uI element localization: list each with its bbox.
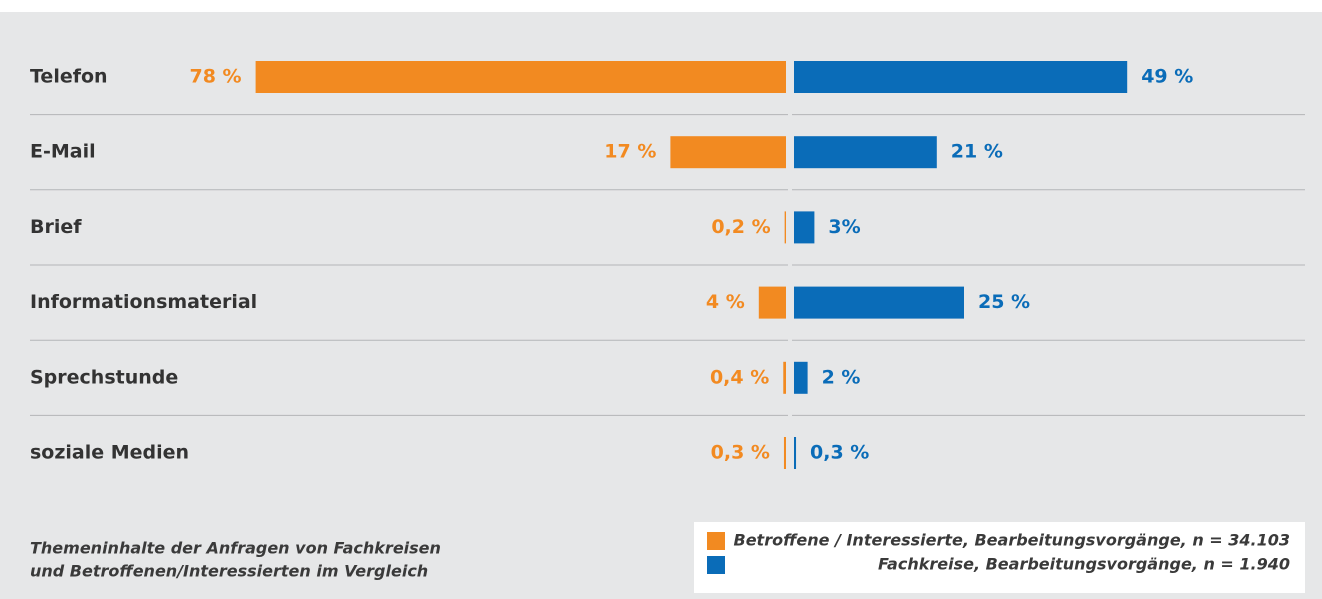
bar [794, 286, 964, 319]
bar [784, 211, 786, 244]
bar [255, 61, 787, 93]
legend-label: Betroffene / Interessierte, Bearbeitungs… [734, 531, 1291, 550]
legend-label: Fachkreise, Bearbeitungsvorgänge, n = 1.… [878, 555, 1290, 574]
caption: und Betroffenen/Interessierten im Vergle… [30, 562, 428, 581]
category-label: Brief [30, 216, 82, 238]
bar [783, 361, 786, 394]
value-label: 17 % [604, 141, 656, 163]
category-label: Telefon [30, 66, 108, 88]
bar [670, 136, 786, 169]
bar [794, 437, 797, 469]
category-label: Informationsmaterial [30, 291, 257, 313]
legend-swatch [707, 556, 725, 574]
bar [794, 361, 808, 394]
bar [783, 437, 786, 469]
bar [794, 211, 815, 244]
legend-swatch [707, 532, 725, 550]
value-label: 0,4 % [710, 366, 769, 388]
value-label: 4 % [706, 291, 745, 313]
value-label: 0,3 % [711, 442, 770, 464]
value-label: 21 % [951, 141, 1003, 163]
background [0, 12, 1322, 599]
legend-box [694, 522, 1305, 593]
value-label: 2 % [822, 366, 861, 388]
bar [794, 61, 1128, 93]
bar [758, 286, 786, 319]
value-label: 0,3 % [810, 442, 869, 464]
category-label: E-Mail [30, 141, 96, 163]
value-label: 0,2 % [711, 216, 770, 238]
value-label: 78 % [190, 66, 242, 88]
value-label: 25 % [978, 291, 1030, 313]
bar [794, 136, 937, 169]
value-label: 3% [828, 216, 860, 238]
value-label: 49 % [1141, 66, 1193, 88]
category-label: Sprechstunde [30, 366, 178, 388]
category-label: soziale Medien [30, 442, 189, 464]
caption: Themeninhalte der Anfragen von Fachkreis… [30, 539, 441, 558]
